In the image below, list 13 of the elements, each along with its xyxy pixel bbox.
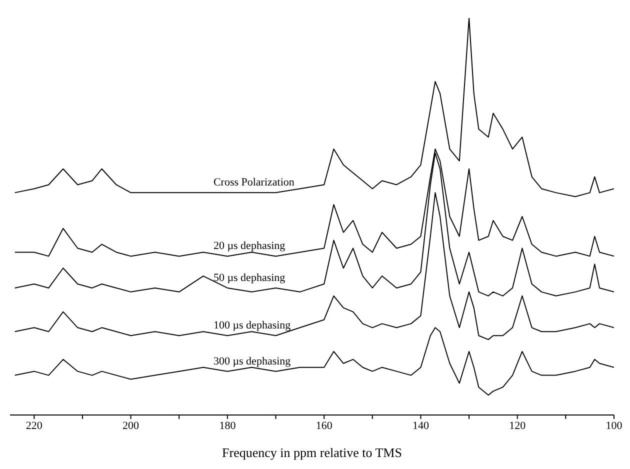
x-tick-label: 100 [606, 420, 623, 432]
series-label: Cross Polarization [213, 176, 295, 189]
series-label: 100 µs dephasing [213, 320, 292, 332]
series-label: 20 µs dephasing [213, 240, 286, 252]
series-label: 300 µs dephasing [213, 355, 292, 368]
series-label: 50 µs dephasing [213, 272, 286, 284]
x-tick-label: 200 [122, 420, 140, 432]
x-tick-label: 140 [412, 420, 430, 432]
x-tick-label: 220 [26, 420, 43, 432]
x-axis-title: Frequency in ppm relative to TMS [222, 445, 402, 460]
x-tick-label: 120 [509, 420, 526, 432]
x-tick-label: 160 [316, 420, 333, 432]
x-tick-label: 180 [219, 420, 236, 432]
